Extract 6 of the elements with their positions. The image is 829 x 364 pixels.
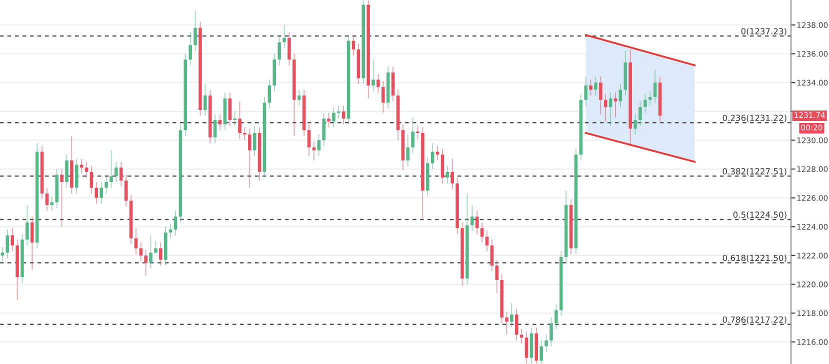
ref-line-label: 0.382(1227.51) [722, 168, 786, 176]
ref-line-label: 0.786(1217.22) [722, 316, 786, 324]
ref-line-label: 0.236(1231.22) [722, 114, 786, 122]
ref-line-label: 0.5(1224.50) [733, 211, 786, 219]
ref-line-label: 0(1237.23) [741, 28, 786, 36]
ref-line-label: 0.618(1221.50) [722, 254, 786, 262]
